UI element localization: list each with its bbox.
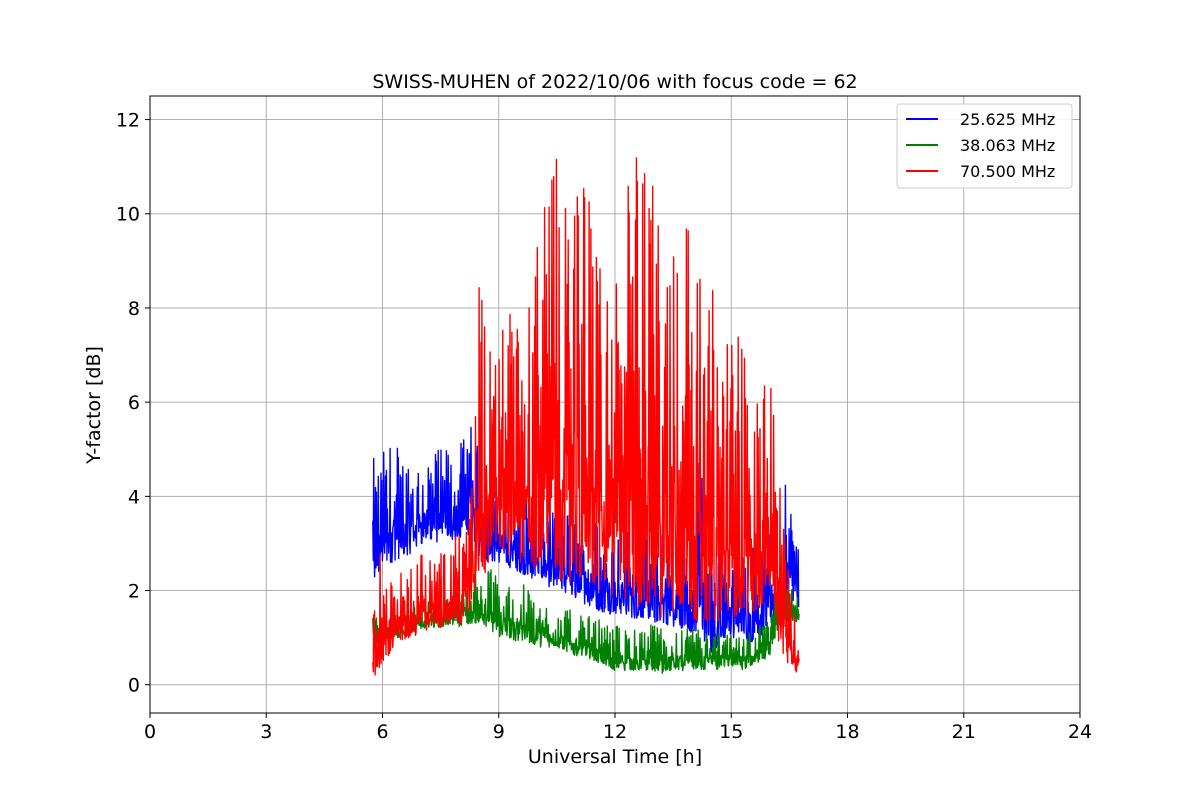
y-tick-label: 2	[128, 581, 140, 603]
y-tick-label: 12	[116, 110, 140, 132]
legend-label-38mhz: 38.063 MHz	[960, 136, 1055, 155]
series-line	[372, 157, 800, 676]
x-tick-label: 18	[835, 721, 859, 743]
y-tick-label: 0	[128, 675, 140, 697]
y-tick-label: 4	[128, 486, 140, 508]
series-2	[372, 157, 800, 676]
legend-label-25mhz: 25.625 MHz	[960, 110, 1055, 129]
x-tick-label: 0	[144, 721, 156, 743]
y-tick-label: 6	[128, 392, 140, 414]
x-tick-label: 6	[376, 721, 388, 743]
chart-title: SWISS-MUHEN of 2022/10/06 with focus cod…	[372, 71, 857, 93]
y-tick-label: 10	[116, 204, 140, 226]
legend: 25.625 MHz 38.063 MHz 70.500 MHz	[896, 103, 1073, 189]
x-axis-label: Universal Time [h]	[528, 746, 702, 768]
legend-label-70mhz: 70.500 MHz	[960, 162, 1055, 181]
legend-box	[896, 103, 1073, 189]
grid	[149, 96, 1081, 713]
x-tick-label: 3	[260, 721, 272, 743]
x-tick-label: 21	[952, 721, 976, 743]
x-tick-label: 12	[603, 721, 627, 743]
series-layer	[372, 157, 800, 676]
x-tick-label: 9	[493, 721, 505, 743]
y-axis-label: Y-factor [dB]	[83, 346, 105, 465]
x-tick-label: 24	[1068, 721, 1092, 743]
x-tick-label: 15	[719, 721, 743, 743]
y-tick-label: 8	[128, 298, 140, 320]
